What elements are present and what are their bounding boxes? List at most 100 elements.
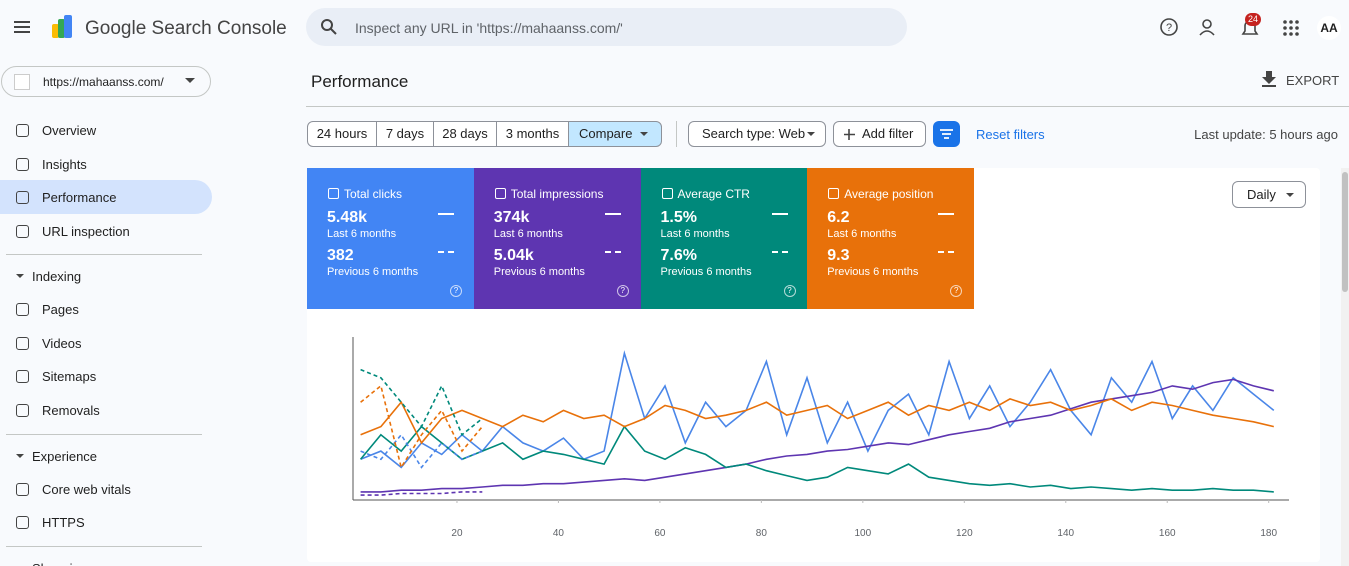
divider — [306, 106, 1349, 107]
series-line — [360, 398, 1274, 445]
nav-icon — [16, 336, 29, 350]
nav-item[interactable]: Pages — [42, 302, 79, 318]
metric-tile[interactable] — [640, 168, 808, 309]
metric-name: Average position — [844, 187, 934, 201]
nav-item[interactable]: Overview — [42, 123, 97, 138]
metric-current: 1.5% — [660, 209, 697, 226]
solid-swatch — [604, 213, 621, 215]
x-tick-label: 80 — [756, 528, 768, 539]
separator — [676, 121, 677, 147]
date-range[interactable]: 24 hours — [307, 121, 377, 147]
series-line — [360, 378, 1274, 493]
notification-badge: 24 — [1245, 13, 1261, 26]
menu-icon[interactable] — [12, 17, 32, 37]
metric-previous-period: Previous 6 months — [827, 266, 919, 278]
help-icon: ? — [450, 285, 462, 297]
metric-previous-period: Previous 6 months — [660, 266, 752, 278]
nav-icon — [16, 403, 29, 417]
avatar[interactable]: AA — [1317, 16, 1341, 40]
add-filter-label: Add filter — [862, 126, 914, 141]
nav-item[interactable]: Sitemaps — [42, 369, 97, 385]
search-box[interactable] — [306, 8, 907, 46]
solid-swatch — [771, 213, 788, 215]
metric-name: Average CTR — [677, 187, 750, 201]
nav-icon — [16, 157, 29, 171]
dashed-swatch — [771, 251, 788, 253]
nav-item[interactable]: Videos — [42, 335, 82, 351]
x-tick-label: 160 — [1159, 528, 1176, 539]
date-range[interactable]: Compare — [568, 121, 662, 147]
metric-current-period: Last 6 months — [493, 228, 563, 240]
metric-current-period: Last 6 months — [660, 228, 730, 240]
filter-button[interactable] — [933, 121, 960, 147]
series-line — [360, 368, 483, 437]
scrollbar — [1341, 168, 1349, 566]
x-tick-label: 140 — [1057, 528, 1074, 539]
checkbox — [661, 188, 673, 199]
nav-item[interactable]: Core web vitals — [42, 482, 131, 497]
solid-swatch — [438, 213, 454, 215]
series-line — [359, 425, 1274, 493]
nav-item[interactable]: URL inspection — [42, 223, 130, 239]
granularity-label: Daily — [1247, 187, 1276, 202]
metric-current-period: Last 6 months — [827, 228, 897, 240]
property-icon — [14, 74, 30, 90]
dashed-swatch — [604, 251, 621, 253]
property-select[interactable] — [1, 66, 211, 97]
property-url: https://mahaanss.com/ — [43, 75, 164, 89]
x-tick-label: 120 — [956, 528, 973, 539]
add-filter[interactable]: Add filter — [833, 121, 926, 147]
x-tick-label: 40 — [553, 528, 565, 539]
product-name: Google Search Console — [85, 18, 287, 39]
metric-current-period: Last 6 months — [327, 228, 397, 240]
metric-previous-period: Previous 6 months — [327, 266, 419, 278]
metric-tile[interactable] — [307, 168, 474, 309]
granularity-select[interactable]: Daily — [1232, 181, 1306, 208]
nav-icon — [16, 124, 29, 137]
metric-name: Total impressions — [510, 187, 604, 201]
metric-tile[interactable] — [473, 168, 641, 309]
nav-icon — [16, 516, 29, 530]
x-tick-label: 100 — [854, 528, 871, 539]
checkbox — [328, 188, 339, 199]
date-range[interactable]: 3 months — [496, 121, 569, 147]
help-icon: ? — [616, 285, 629, 297]
nav-icon — [16, 191, 29, 204]
solid-swatch — [938, 213, 955, 215]
last-update: Last update: 5 hours ago — [1194, 127, 1338, 142]
dashed-swatch — [938, 251, 955, 253]
x-tick-label: 20 — [451, 528, 463, 539]
nav-item[interactable]: Removals — [42, 402, 100, 418]
metric-tile[interactable] — [807, 168, 975, 309]
date-range[interactable]: 7 days — [376, 121, 434, 147]
nav-item[interactable]: Insights — [42, 156, 87, 172]
svg-text:?: ? — [1166, 22, 1172, 34]
export-button[interactable]: EXPORT — [1286, 73, 1340, 88]
page-title: Performance — [311, 72, 409, 91]
nav-item[interactable]: Performance — [42, 190, 117, 205]
search-placeholder: Inspect any URL in 'https://mahaanss.com… — [355, 20, 623, 36]
nav-divider — [6, 546, 202, 548]
nav-item[interactable]: HTTPS — [42, 515, 85, 531]
nav-icon — [16, 303, 29, 317]
help-icon: ? — [950, 285, 963, 297]
nav-section[interactable]: Shopping — [32, 561, 87, 566]
section-arrow — [16, 453, 24, 458]
reset-filters[interactable]: Reset filters — [976, 127, 1045, 142]
search-type[interactable]: Search type: Web — [688, 121, 826, 147]
dashed-swatch — [438, 251, 454, 253]
nav-icon — [16, 483, 29, 496]
metric-previous: 382 — [327, 247, 354, 264]
series-line — [360, 491, 483, 496]
nav-section[interactable]: Experience — [32, 448, 98, 464]
x-tick-label: 60 — [654, 528, 666, 539]
metric-previous: 9.3 — [827, 247, 850, 264]
logo — [52, 15, 72, 38]
search-type-label: Search type: Web — [702, 126, 806, 141]
nav-section[interactable]: Indexing — [32, 269, 82, 284]
dropdown-arrow — [185, 78, 195, 83]
nav-icon — [16, 224, 29, 238]
checkbox — [494, 188, 506, 199]
date-range[interactable]: 28 days — [433, 121, 497, 147]
